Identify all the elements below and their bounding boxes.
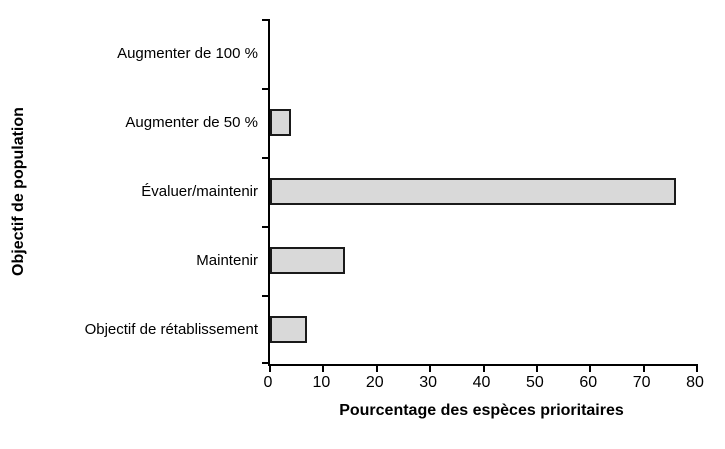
x-tick-label: 70: [632, 374, 651, 391]
category-label: Objectif de rétablissement: [84, 321, 258, 338]
bar: [270, 109, 292, 136]
x-tick-label: 30: [419, 374, 438, 391]
category-label: Augmenter de 100 %: [117, 45, 258, 62]
x-axis-tick: [322, 364, 325, 372]
y-axis-tick: [262, 157, 268, 159]
x-axis-tick: [589, 364, 592, 372]
y-axis-tick: [262, 362, 268, 364]
x-tick-label: 20: [365, 374, 384, 391]
x-axis-tick: [482, 364, 485, 372]
bar: [270, 316, 308, 343]
x-axis-title: Pourcentage des espèces prioritaires: [339, 402, 624, 419]
plot-area: [262, 19, 698, 372]
x-tick-label: 40: [472, 374, 491, 391]
bar: [270, 247, 345, 274]
x-axis-tick: [642, 364, 645, 372]
x-axis-tick: [535, 364, 538, 372]
x-axis-tick: [429, 364, 432, 372]
bar: [270, 178, 676, 205]
x-tick-label: 10: [312, 374, 331, 391]
y-axis-tick: [262, 226, 268, 228]
y-axis-tick: [262, 295, 268, 297]
y-axis-tick: [262, 19, 268, 21]
x-axis-tick: [375, 364, 378, 372]
x-tick-label: 50: [525, 374, 544, 391]
x-tick-label: 0: [263, 374, 273, 391]
y-axis-tick: [262, 88, 268, 90]
category-label: Augmenter de 50 %: [125, 114, 258, 131]
x-axis-tick: [269, 364, 271, 372]
category-label: Maintenir: [196, 252, 258, 269]
category-label: Évaluer/maintenir: [141, 183, 258, 200]
x-axis-tick: [696, 364, 698, 372]
x-tick-label: 60: [579, 374, 598, 391]
x-tick-label: 80: [686, 374, 704, 391]
